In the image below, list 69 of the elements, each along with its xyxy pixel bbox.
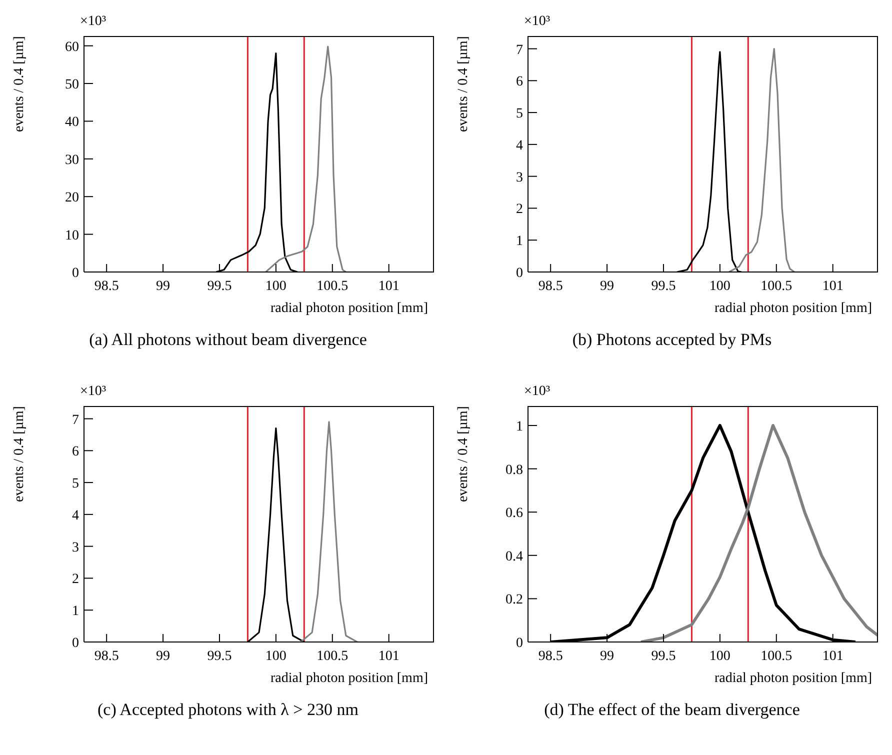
y-tick-label: 0.8	[506, 462, 523, 478]
y-tick-label: 0.4	[506, 549, 523, 564]
y-tick-label: 5	[72, 476, 79, 492]
y-tick-label: 50	[65, 78, 79, 92]
y-tick-label: 1	[516, 234, 523, 250]
x-tick-label: 100	[709, 279, 730, 294]
text: ×10³	[524, 384, 550, 400]
y-tick-label: 0	[516, 266, 523, 281]
y-tick-label: 7	[72, 412, 79, 428]
y-tick-label: 1	[516, 419, 523, 434]
y-tick-label: 4	[72, 508, 79, 524]
y-tick-label: 0	[516, 636, 523, 651]
x-tick-label: 99	[156, 649, 170, 664]
x-axis-title: radial photon position [mm]	[714, 671, 872, 686]
y-axis-title: events / 0.4 [µm]	[456, 36, 472, 134]
x-tick-label: 98.5	[94, 649, 119, 664]
y-tick-label: 6	[516, 74, 523, 90]
x-tick-label: 100.5	[760, 649, 792, 664]
y-tick-label: 10	[65, 228, 79, 244]
y-tick-label: 4	[516, 138, 523, 154]
x-tick-label: 98.5	[538, 649, 563, 664]
x-tick-label: 98.5	[538, 279, 563, 294]
x-tick-label: 99	[156, 279, 170, 294]
y-axis-title: events / 0.4 [µm]	[12, 36, 28, 134]
x-tick-label: 100.5	[760, 279, 792, 294]
x-tick-label: 100.5	[316, 279, 348, 294]
y-tick-label: 5	[516, 106, 523, 122]
y-tick-label: 40	[65, 115, 79, 130]
x-tick-label: 100	[265, 279, 286, 294]
x-axis-title: radial photon position [mm]	[270, 301, 428, 316]
y-tick-label: 30	[65, 152, 79, 168]
text: ×10³	[524, 14, 550, 30]
x-axis-title: radial photon position [mm]	[714, 301, 872, 316]
y-tick-label: 0	[72, 636, 79, 651]
x-tick-label: 100	[265, 649, 286, 664]
text: ×10³	[80, 384, 106, 400]
x-tick-label: 101	[378, 649, 400, 664]
y-tick-label: 20	[65, 190, 79, 206]
y-tick-label: 0.2	[506, 592, 523, 608]
x-tick-label: 99.5	[207, 649, 232, 664]
x-tick-label: 101	[822, 279, 844, 294]
x-axis-title: radial photon position [mm]	[270, 671, 428, 686]
text: (d) The effect of the beam divergence	[543, 700, 801, 720]
x-tick-label: 100	[709, 649, 730, 664]
x-tick-label: 99.5	[651, 649, 676, 664]
y-tick-label: 2	[516, 202, 523, 218]
x-tick-label: 100.5	[316, 649, 348, 664]
y-tick-label: 7	[516, 42, 523, 58]
text: (b) Photons accepted by PMs	[571, 330, 773, 350]
x-tick-label: 99	[600, 279, 614, 294]
x-tick-label: 99.5	[651, 279, 676, 294]
y-axis-title: events / 0.4 [µm]	[12, 406, 28, 504]
y-axis-title: events / 0.4 [µm]	[456, 406, 472, 504]
x-tick-label: 101	[822, 649, 844, 664]
y-tick-label: 0	[72, 266, 79, 281]
y-tick-label: 60	[65, 40, 79, 55]
text: ×10³	[80, 14, 106, 30]
x-tick-label: 98.5	[94, 279, 119, 294]
y-tick-label: 0.6	[506, 506, 523, 522]
text: (c) Accepted photons with λ > 230 nm	[96, 700, 360, 720]
x-tick-label: 99.5	[207, 279, 232, 294]
y-tick-label: 3	[72, 540, 79, 556]
y-tick-label: 3	[516, 170, 523, 186]
y-tick-label: 6	[72, 444, 79, 460]
text: (a) All photons without beam divergence	[88, 330, 368, 350]
y-tick-label: 1	[72, 604, 79, 620]
y-tick-label: 2	[72, 572, 79, 588]
x-tick-label: 101	[378, 279, 400, 294]
x-tick-label: 99	[600, 649, 614, 664]
